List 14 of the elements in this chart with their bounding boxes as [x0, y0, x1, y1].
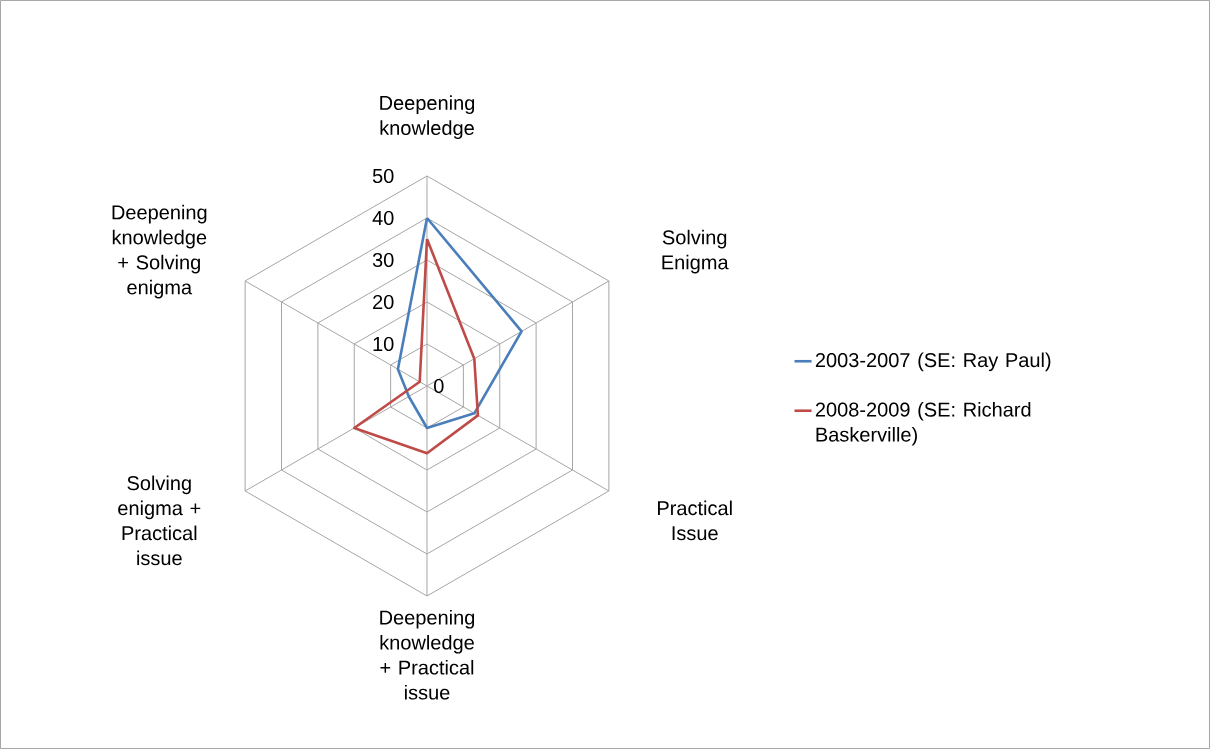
- legend-label: 2008-2009 (SE: Richard Baskerville): [815, 401, 1031, 446]
- y-tick-label: 0: [434, 378, 444, 394]
- spoke-label: Solving Enigma: [662, 229, 729, 274]
- y-tick-label: 30: [372, 252, 394, 268]
- y-tick-label: 50: [372, 168, 394, 184]
- y-tick-label: 40: [372, 210, 394, 226]
- spoke-label: Practical Issue: [658, 500, 732, 541]
- legend-label: 2003-2007 (SE: Ray Paul): [815, 352, 1051, 372]
- spoke-label: Deepening knowledge + Practical issue: [380, 609, 475, 700]
- y-tick-label: 10: [373, 336, 394, 352]
- spoke-label: Deepening knowledge + Solving enigma: [112, 204, 207, 299]
- y-tick-label: 20: [373, 294, 394, 310]
- spoke-label: Deepening knowledge: [380, 95, 475, 140]
- spoke-label: Solving enigma + Practical issue: [118, 475, 201, 566]
